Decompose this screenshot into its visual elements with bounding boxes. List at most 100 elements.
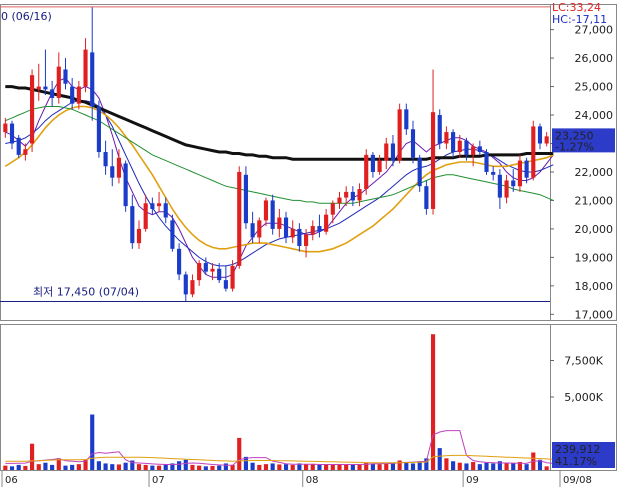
price-tick-label: 27,000	[575, 24, 614, 37]
current-volume-label: 239,912	[555, 443, 601, 456]
volume-bar	[250, 462, 255, 470]
candle-body	[283, 217, 289, 238]
candle-body	[83, 49, 88, 87]
volume-bar	[283, 464, 289, 470]
candle-body	[270, 200, 275, 229]
volume-bar	[324, 464, 329, 470]
candle-body	[517, 160, 522, 187]
volume-bar	[384, 463, 389, 470]
volume-bar	[183, 459, 188, 470]
candle-body	[471, 146, 476, 155]
candle-body	[156, 203, 162, 207]
candle-body	[43, 86, 48, 90]
volume-bar	[9, 466, 15, 470]
volume-bar	[390, 463, 396, 470]
candle-body	[310, 226, 315, 235]
volume-bar	[90, 414, 95, 470]
volume-bar	[123, 462, 128, 470]
candle-body	[330, 203, 335, 215]
volume-bar	[277, 464, 282, 470]
price-tick-label: 17,000	[575, 308, 614, 321]
price-tick-label: 25,000	[575, 81, 614, 94]
volume-frame	[0, 324, 617, 471]
volume-bar	[163, 464, 168, 470]
volume-panel	[0, 324, 617, 471]
candle-body	[150, 203, 155, 209]
candle-body	[190, 280, 195, 295]
volume-bar	[404, 461, 409, 470]
price-annotations: 0 (06/16) 최저 17,450 (07/04) 23,250-1.27%	[0, 6, 615, 302]
date-label: 09/08	[563, 475, 592, 486]
volume-bar	[370, 463, 375, 470]
candle-body	[23, 149, 28, 155]
price-tick-label: 18,000	[575, 280, 614, 293]
volume-bar	[16, 464, 21, 470]
volume-bar	[471, 461, 476, 470]
volume-bar	[464, 463, 469, 470]
candle-body	[437, 115, 442, 144]
candle-body	[544, 136, 549, 144]
volume-bar	[36, 464, 41, 470]
volume-bar	[451, 461, 456, 470]
ma-line-ma60	[4, 105, 554, 253]
price-moving-averages	[4, 77, 554, 278]
volume-bar	[377, 464, 382, 470]
volume-bar	[23, 465, 28, 470]
candle-body	[63, 69, 68, 84]
candlestick-series[interactable]	[3, 6, 549, 302]
volume-bar	[130, 460, 135, 470]
candle-body	[524, 160, 529, 178]
candle-body	[103, 152, 108, 167]
candle-body	[3, 123, 8, 133]
volume-bar	[417, 461, 422, 470]
volume-bar	[257, 464, 262, 470]
candle-body	[404, 109, 409, 130]
volume-bar	[304, 464, 309, 470]
current-price-box	[552, 128, 615, 153]
volume-bar	[63, 465, 68, 470]
candle-body	[50, 89, 55, 98]
candle-body	[197, 263, 202, 281]
candle-body	[290, 228, 295, 238]
candle-body	[531, 126, 536, 178]
candle-body	[410, 129, 416, 158]
volume-bar	[156, 465, 162, 470]
volume-bar	[310, 463, 315, 470]
candle-body	[250, 223, 255, 238]
volume-bar	[511, 463, 516, 470]
volume-bar	[210, 465, 215, 470]
candle-body	[390, 143, 396, 161]
volume-y-axis: 5,000K 7,500K	[550, 355, 604, 404]
volume-bar	[43, 462, 48, 470]
volume-bar	[430, 334, 436, 470]
volume-bar	[504, 462, 509, 470]
candle-body	[257, 220, 262, 238]
price-tick-label: 26,000	[575, 52, 614, 65]
volume-bar	[270, 463, 275, 470]
candle-body	[223, 280, 228, 289]
volume-bar	[497, 461, 502, 470]
candle-body	[317, 226, 322, 232]
candle-body	[143, 203, 148, 229]
volume-bar	[136, 464, 142, 470]
candle-body	[76, 86, 81, 104]
candle-body	[203, 263, 208, 272]
candle-body	[30, 75, 35, 144]
volume-bars[interactable]	[3, 334, 549, 470]
candle-body	[130, 206, 135, 244]
candle-body	[444, 132, 449, 144]
candle-body	[484, 152, 489, 172]
price-tick-label: 21,000	[575, 194, 614, 207]
volume-bar	[197, 465, 202, 470]
candle-body	[123, 163, 128, 207]
candle-body	[364, 154, 369, 190]
hc-label: HC:-17,11	[552, 13, 607, 26]
volume-bar	[96, 461, 101, 470]
volume-bar	[397, 460, 402, 470]
candle-body	[96, 106, 101, 153]
candle-body	[337, 197, 342, 204]
candle-body	[384, 143, 389, 161]
volume-bar	[170, 463, 175, 470]
